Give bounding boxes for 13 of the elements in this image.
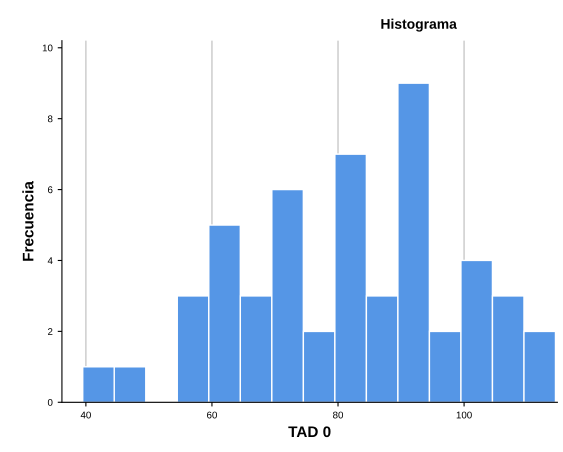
y-tick-label: 4	[48, 257, 53, 264]
x-tick-label: 40	[80, 412, 91, 418]
y-tick-label: 8	[48, 115, 52, 122]
y-tick-label: 2	[48, 328, 52, 335]
x-tick-label: 60	[207, 412, 217, 418]
x-tick-label: 80	[333, 412, 344, 418]
x-axis-title: TAD 0	[288, 426, 331, 438]
y-tick-label: 10	[42, 44, 53, 52]
y-axis-title: Frecuencia	[22, 181, 34, 261]
y-tick-label: 0	[48, 399, 53, 406]
y-tick-label: 6	[48, 186, 52, 194]
chart-title: Histograma	[381, 18, 457, 32]
x-tick-label: 100	[456, 412, 472, 418]
